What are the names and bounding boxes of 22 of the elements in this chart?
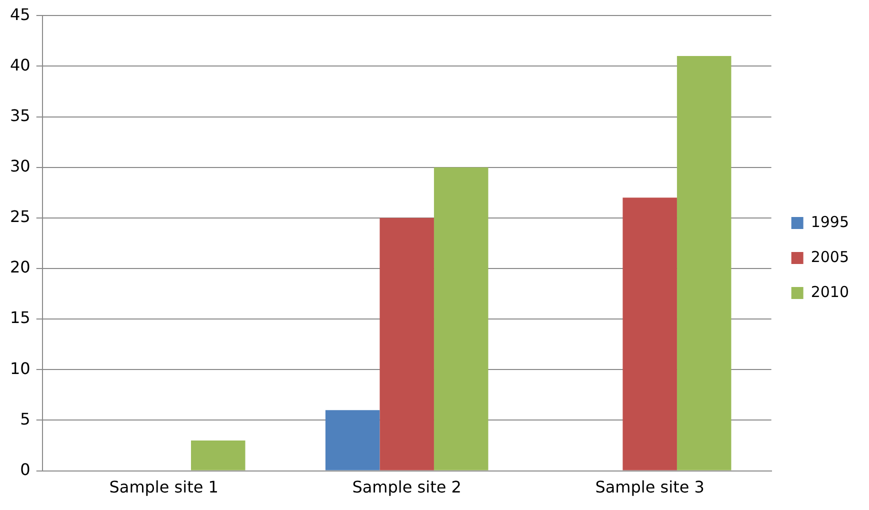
bar (676, 56, 732, 470)
legend-label: 2005 (810, 248, 850, 266)
y-tick-label: 25 (10, 207, 30, 226)
x-tick-label: Sample site 1 (109, 478, 218, 497)
y-tick-label: 5 (20, 409, 30, 428)
bar (325, 410, 380, 470)
legend-label: 2010 (810, 282, 850, 301)
y-tick-label: 40 (10, 55, 30, 74)
bar (622, 198, 677, 470)
y-tick-label: 35 (10, 106, 30, 125)
bar (434, 167, 488, 470)
bar (380, 218, 434, 470)
y-tick-label: 0 (20, 460, 30, 479)
legend-label: 1995 (810, 212, 850, 231)
bar (190, 440, 246, 470)
y-tick-label: 45 (10, 4, 30, 24)
y-tick-label: 15 (10, 308, 30, 328)
y-tick-label: 30 (10, 156, 30, 176)
y-tick-label: 20 (10, 258, 30, 277)
y-tick-label: 10 (10, 358, 30, 378)
x-tick-label: Sample site 2 (352, 478, 462, 497)
x-tick-label: Sample site 3 (595, 478, 704, 497)
